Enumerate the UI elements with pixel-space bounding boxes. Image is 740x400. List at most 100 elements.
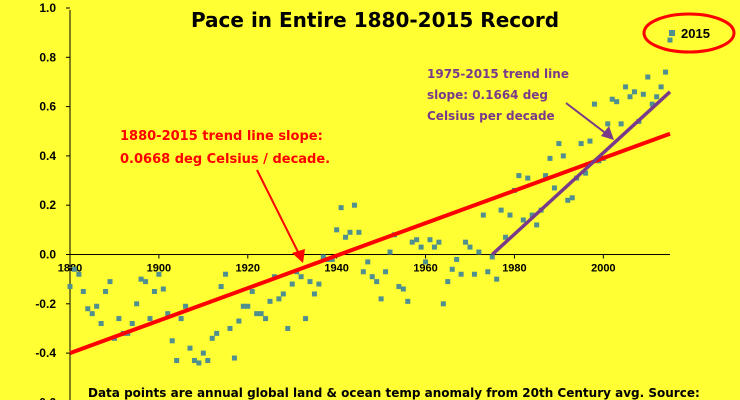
data-point [360, 269, 366, 275]
x-tick-group: 1880 1900 1920 1940 1960 1980 2000 [58, 254, 616, 275]
y-tick-label: 0.8 [39, 50, 56, 64]
data-point [298, 274, 304, 280]
data-point [98, 321, 104, 327]
data-point [218, 284, 224, 290]
data-point [463, 239, 469, 245]
data-point [107, 279, 113, 285]
data-point [431, 244, 437, 250]
data-point [307, 279, 313, 285]
data-point [396, 284, 402, 290]
data-point [458, 271, 464, 277]
data-point [67, 284, 73, 290]
data-point [623, 84, 629, 90]
data-point [134, 301, 140, 307]
y-tick-label: 0.6 [39, 100, 56, 114]
data-point [223, 271, 229, 277]
data-point [169, 338, 175, 344]
arrow-red [256, 169, 305, 263]
data-point [347, 229, 353, 235]
data-point [498, 207, 504, 213]
data-point [129, 321, 135, 327]
data-points [67, 37, 673, 366]
data-point [476, 249, 482, 255]
data-point [183, 303, 189, 309]
x-tick-label: 2000 [591, 263, 615, 275]
data-point [423, 259, 429, 265]
data-point [71, 266, 77, 272]
data-point [427, 237, 433, 243]
data-point [231, 355, 237, 361]
purple-annotation-line2: slope: 0.1664 deg [427, 88, 548, 102]
data-point [245, 303, 251, 309]
y-tick-label: -0.6 [35, 395, 56, 400]
data-point [383, 269, 389, 275]
data-point [156, 271, 162, 277]
y-tick-group: 1.0 0.8 0.6 0.4 0.2 0.0 -0.2 -0.4 -0.6 [35, 1, 70, 400]
data-point [520, 217, 526, 223]
x-tick-label: 1960 [413, 263, 437, 275]
arrow-purple [565, 102, 614, 140]
data-point [445, 279, 451, 285]
red-annotation-line1: 1880-2015 trend line slope: [120, 129, 323, 144]
data-point [409, 239, 415, 245]
data-point [205, 357, 211, 363]
purple-annotation-line1: 1975-2015 trend line [427, 67, 569, 81]
y-tick-label: 0.2 [39, 198, 56, 212]
legend-label: 2015 [681, 26, 710, 41]
data-point [356, 229, 362, 235]
data-point [369, 274, 375, 280]
data-point [627, 94, 633, 100]
legend-marker [669, 30, 675, 36]
data-point [116, 316, 122, 322]
y-tick-label: -0.4 [35, 346, 56, 360]
data-point [654, 94, 660, 100]
data-point [209, 335, 215, 341]
data-point [436, 239, 442, 245]
red-annotation-line2: 0.0668 deg Celsius / decade. [120, 152, 330, 167]
data-point [329, 256, 335, 262]
data-point [578, 141, 584, 147]
data-point [440, 301, 446, 307]
data-point [263, 316, 269, 322]
data-point [94, 303, 100, 309]
data-point [258, 311, 264, 317]
data-point [227, 325, 233, 331]
data-point [658, 84, 664, 90]
data-point [378, 296, 384, 302]
data-point [160, 286, 166, 292]
legend-highlight-ring [642, 12, 736, 54]
data-point [289, 281, 295, 287]
data-point [249, 288, 255, 294]
footnote: Data points are annual global land & oce… [88, 386, 700, 400]
data-point [338, 205, 344, 211]
data-point [285, 325, 291, 331]
legend: 2015 [642, 12, 736, 54]
data-point [525, 175, 531, 181]
data-point [614, 99, 620, 105]
data-point [280, 291, 286, 297]
data-point [583, 170, 589, 176]
data-point [560, 153, 566, 159]
data-point [471, 271, 477, 277]
data-point [543, 173, 549, 179]
data-point [485, 269, 491, 275]
data-point [534, 222, 540, 228]
data-point [489, 254, 495, 260]
data-point [196, 360, 202, 366]
data-point [587, 138, 593, 144]
data-point [267, 298, 273, 304]
data-point [178, 316, 184, 322]
data-point [569, 195, 575, 201]
x-tick-label: 1900 [147, 263, 171, 275]
data-point [591, 101, 597, 107]
data-point [236, 318, 242, 324]
trend-line-1880-2015 [69, 131, 671, 355]
data-point [551, 185, 557, 191]
data-point [547, 155, 553, 161]
data-point [303, 316, 309, 322]
data-point [387, 249, 393, 255]
data-point [143, 279, 149, 285]
data-point [85, 306, 91, 312]
